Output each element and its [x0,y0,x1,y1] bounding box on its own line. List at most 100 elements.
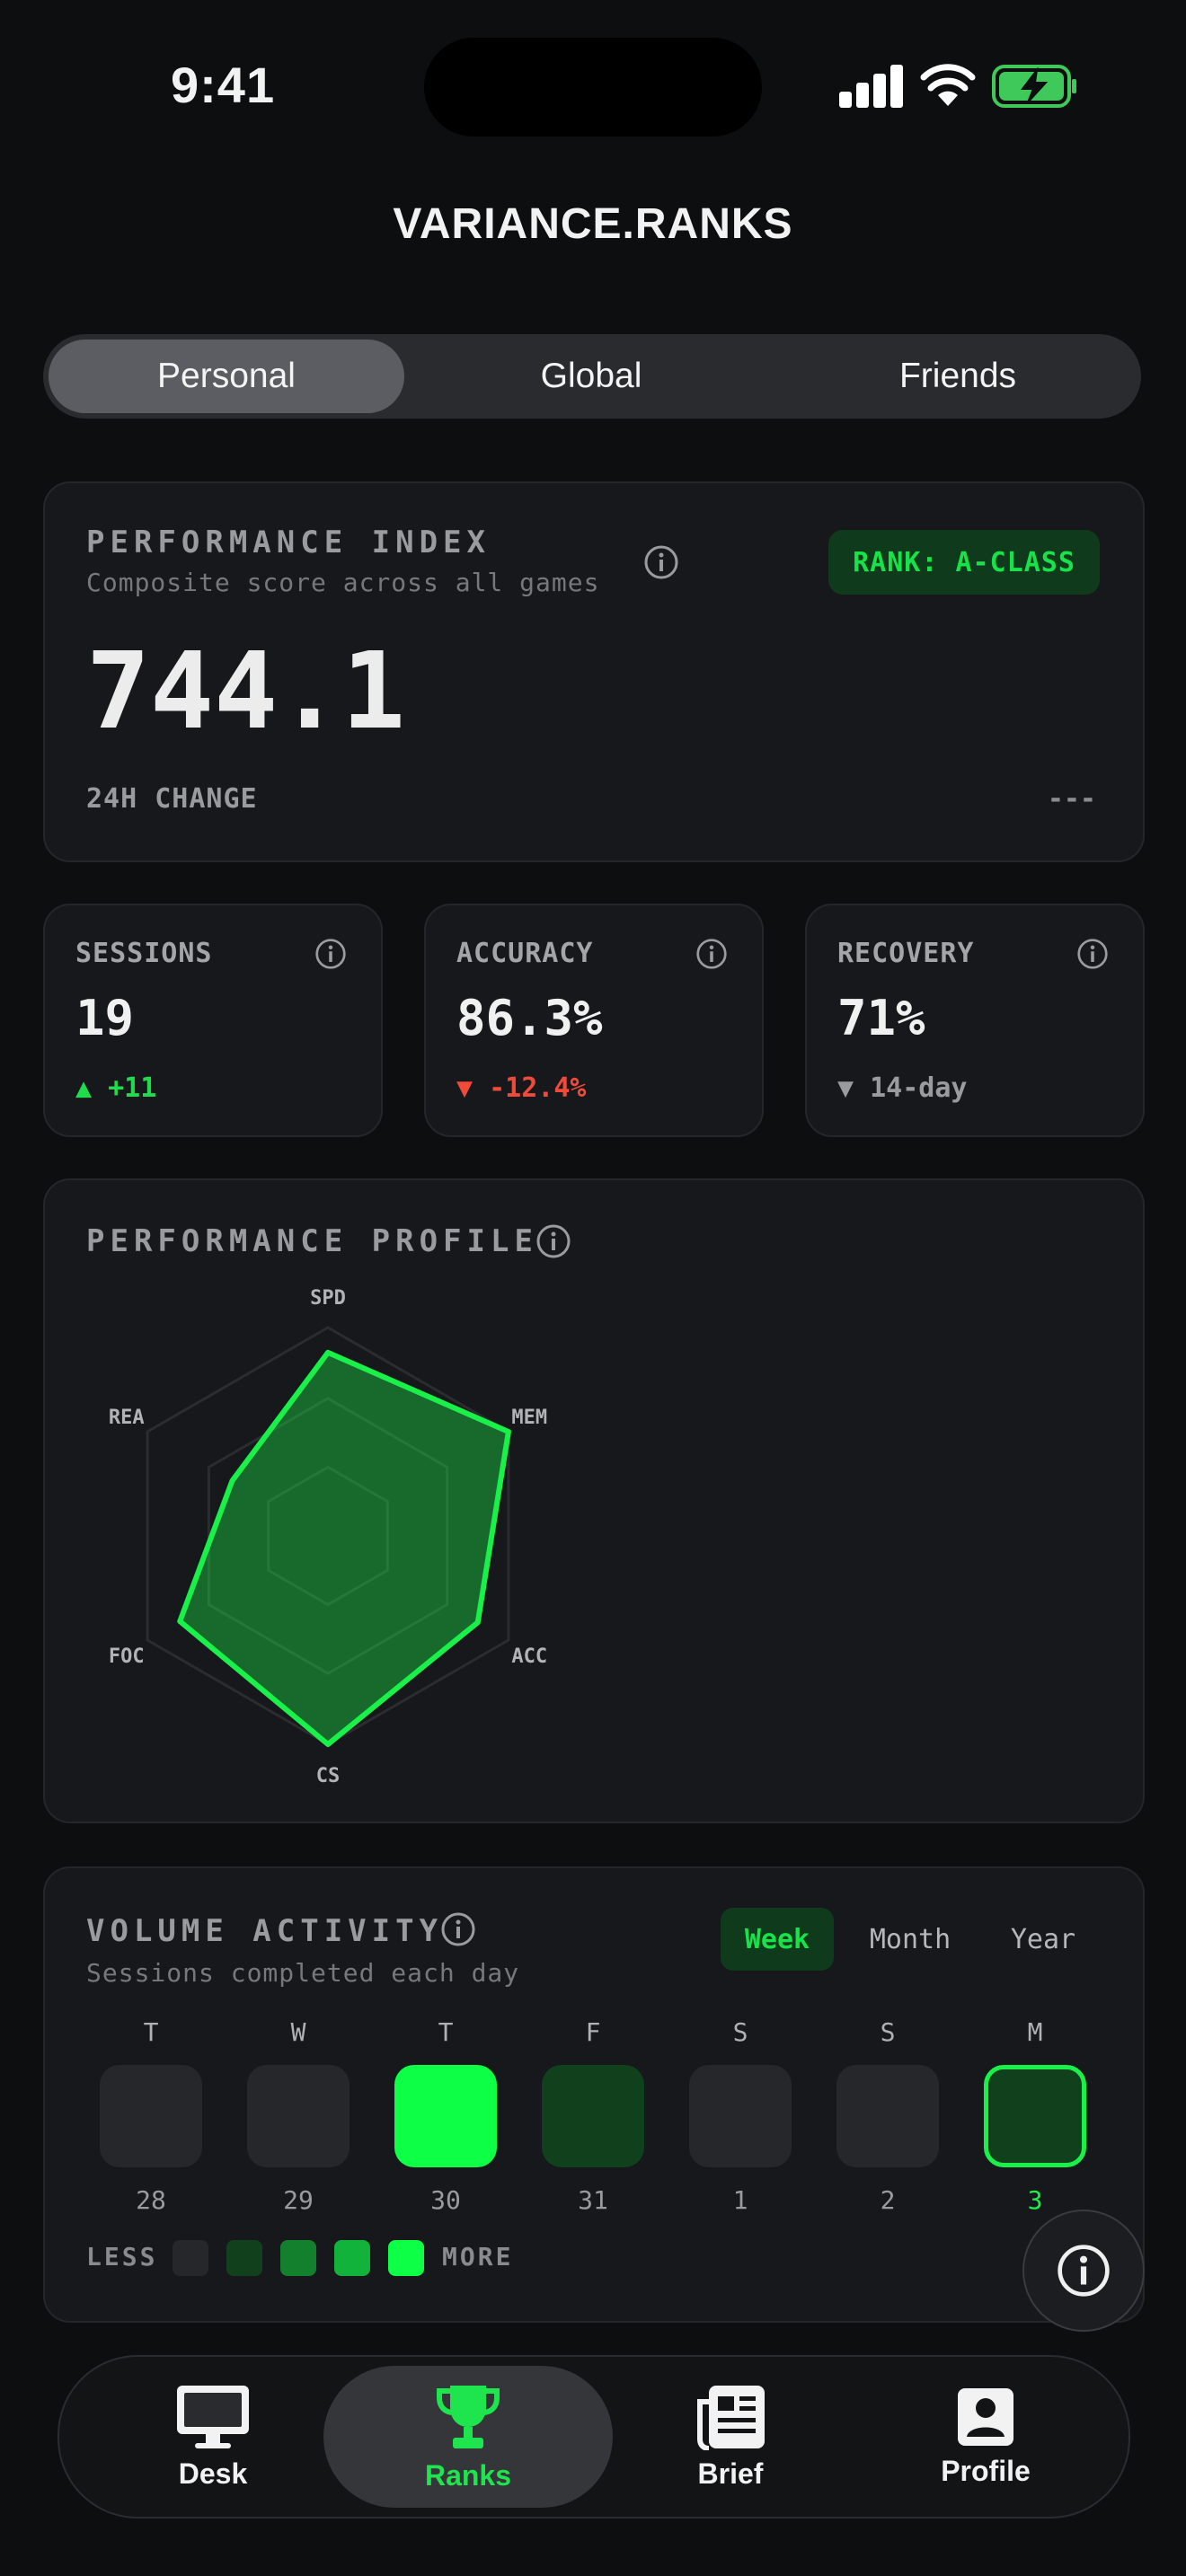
radar-axis-label-mem: MEM [511,1407,547,1429]
trophy-icon [437,2385,500,2448]
performance-index-subtitle: Composite score across all games [86,568,600,597]
bottom-tab-bar: Desk Ranks Brief Profile [58,2355,1130,2519]
performance-profile-title: PERFORMANCE PROFILE [86,1223,538,1259]
radar-grid-ring [267,1465,389,1607]
nav-profile[interactable]: Profile [886,2366,1085,2508]
nav-ranks[interactable]: Ranks [323,2366,613,2508]
change-label: 24H CHANGE [86,783,258,815]
nav-label: Brief [697,2457,764,2490]
stat-value: 71% [837,990,925,1046]
status-time: 9:41 [171,57,276,113]
day-column: T 28 [99,2017,203,2215]
wifi-icon [920,64,976,106]
profile-icon [958,2387,1013,2446]
tab-year[interactable]: Year [1010,1923,1076,1955]
legend-swatch [173,2240,208,2276]
stat-title: ACCURACY [456,938,594,969]
radar-series-shape [177,1349,511,1747]
day-number: 31 [578,2185,608,2215]
legend-swatch [334,2240,370,2276]
nav-desk[interactable]: Desk [113,2366,313,2508]
info-icon[interactable] [643,544,679,580]
stat-value: 19 [75,990,135,1046]
info-icon[interactable] [440,1911,476,1947]
info-icon[interactable] [1076,938,1109,970]
segment-global[interactable]: Global [540,357,642,395]
day-column: F 31 [541,2017,645,2215]
stat-delta: ▼ 14-day [837,1072,968,1104]
stat-title: RECOVERY [837,938,975,969]
day-number: 2 [880,2185,896,2215]
app-title: VARIANCE.RANKS [393,200,793,248]
performance-index-value: 744.1 [86,629,406,753]
info-fab-button[interactable] [1022,2210,1145,2332]
radar-axis-label-spd: SPD [310,1287,346,1310]
day-letter: M [1027,2017,1043,2047]
tab-week[interactable]: Week [721,1908,834,1971]
day-column: M 3 [983,2017,1087,2215]
stat-card-sessions [43,904,383,1137]
day-letter: W [290,2017,306,2047]
stat-value: 86.3% [456,990,603,1046]
day-letter: F [585,2017,601,2047]
radar-axis-label-rea: REA [109,1407,145,1429]
info-icon[interactable] [695,938,728,970]
day-tile[interactable] [394,2065,497,2167]
legend-swatch [388,2240,424,2276]
day-letter: T [143,2017,159,2047]
performance-radar-chart: SPD MEM ACC CS FOC REA [109,1287,547,1787]
radar-grid-ring [207,1397,449,1675]
legend-more-label: MORE [442,2242,514,2272]
rank-badge: RANK: A-CLASS [828,530,1100,595]
day-column: S 2 [836,2017,940,2215]
day-letter: S [880,2017,896,2047]
day-tile[interactable] [247,2065,350,2167]
day-number: 30 [430,2185,461,2215]
scope-segmented-control: Personal Global Friends [43,334,1141,419]
battery-charging-icon [992,65,1076,108]
day-tile[interactable] [542,2065,644,2167]
nav-brief[interactable]: Brief [631,2366,830,2508]
segment-friends[interactable]: Friends [898,357,1017,395]
day-letter: S [732,2017,748,2047]
legend-less-label: LESS [86,2242,158,2272]
volume-activity-title: VOLUME ACTIVITY [86,1913,444,1949]
nav-label: Profile [941,2454,1031,2487]
day-tile[interactable] [689,2065,792,2167]
day-tile[interactable] [836,2065,939,2167]
stat-title: SESSIONS [75,938,213,969]
nav-label: Desk [178,2457,248,2490]
cellular-signal-icon [839,65,903,108]
volume-activity-subtitle: Sessions completed each day [86,1958,520,1988]
nav-label: Ranks [424,2458,512,2492]
day-number: 3 [1027,2185,1043,2215]
day-column: W 29 [246,2017,350,2215]
info-icon[interactable] [314,938,347,970]
day-number: 28 [136,2185,166,2215]
radar-axis-label-acc: ACC [511,1645,547,1668]
tab-month[interactable]: Month [869,1923,951,1955]
segment-personal[interactable]: Personal [49,340,404,413]
day-letter: T [438,2017,454,2047]
day-column: S 1 [688,2017,792,2215]
day-tile[interactable] [100,2065,202,2167]
newspaper-icon [697,2385,765,2450]
day-number: 29 [283,2185,314,2215]
change-value: --- [1047,783,1096,815]
dynamic-island [424,38,762,137]
performance-index-title: PERFORMANCE INDEX [86,525,491,560]
legend-swatch [280,2240,316,2276]
radar-axis-label-foc: FOC [109,1645,145,1668]
legend-swatch [226,2240,262,2276]
day-tile-today[interactable] [984,2065,1086,2167]
info-icon [1058,2245,1110,2297]
radar-axis-label-cs: CS [316,1765,341,1787]
desktop-icon [177,2385,249,2448]
stat-delta: ▼ -12.4% [456,1072,587,1104]
day-number: 1 [732,2185,748,2215]
stat-delta: ▲ +11 [75,1072,157,1104]
info-icon[interactable] [535,1223,571,1259]
stat-card-accuracy [424,904,764,1137]
stat-card-recovery [805,904,1145,1137]
day-column: T 30 [394,2017,498,2215]
